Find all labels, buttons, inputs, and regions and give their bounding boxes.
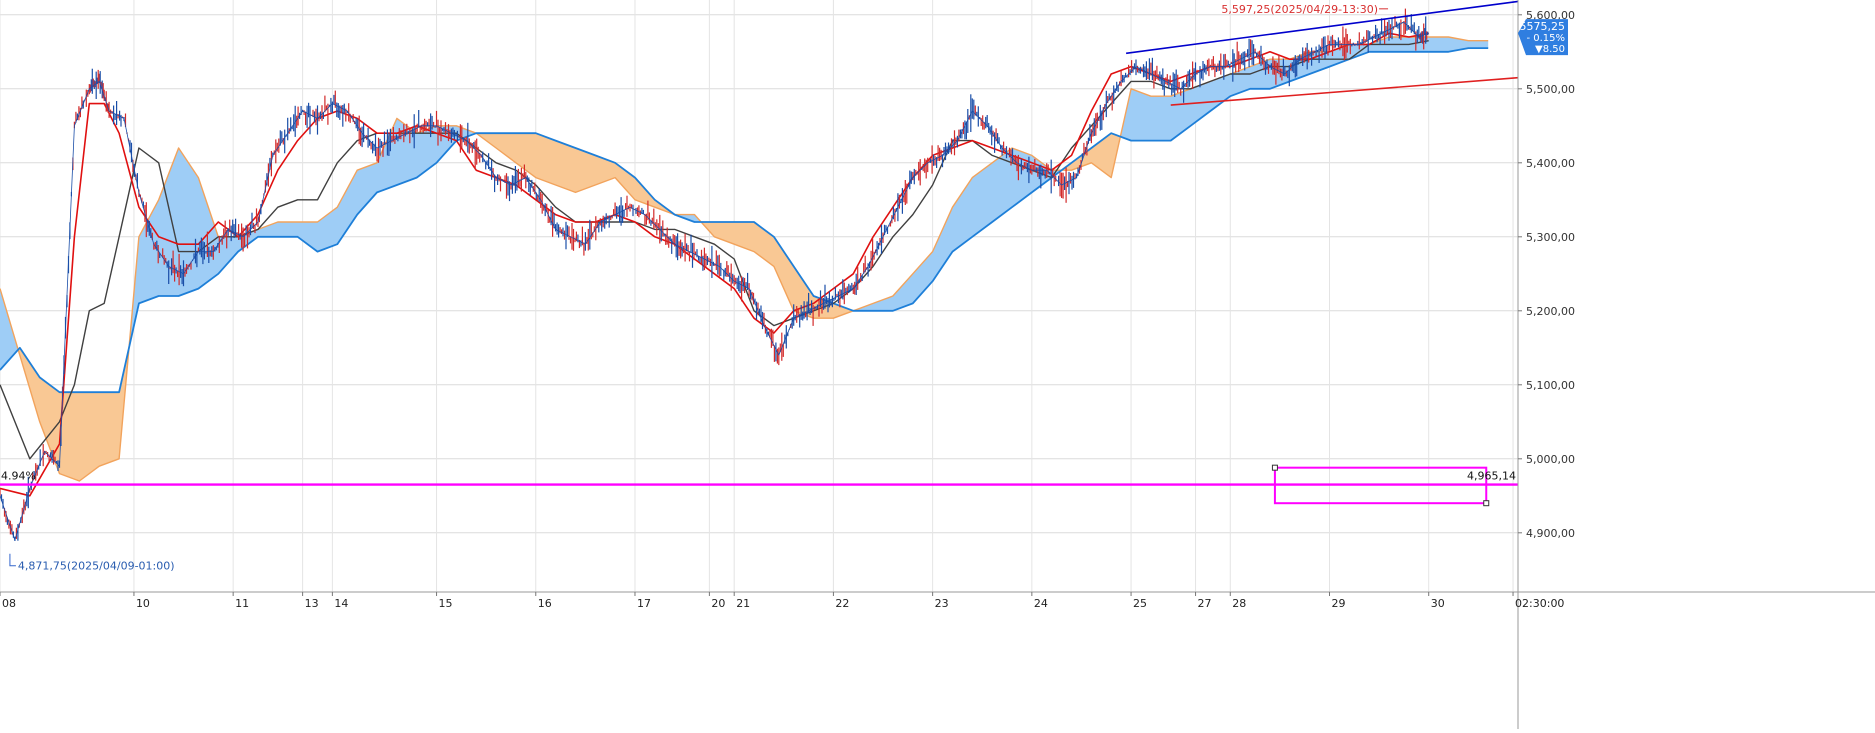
x-tick-label-2: 11 [235,597,249,610]
x-tick-label-14: 27 [1198,597,1212,610]
x-tick-label-8: 20 [711,597,725,610]
hline-right-label: 4,965,14 [1467,470,1516,483]
last-price-change-pct: - 0.15% [1526,33,1565,44]
high-annotation: 5,597,25(2025/04/29-13:30) [1221,3,1378,16]
x-tick-label-11: 23 [935,597,949,610]
x-tick-label-6: 16 [538,597,552,610]
y-tick-label-5: 5,100,00 [1526,379,1575,392]
x-tick-label-10: 22 [835,597,849,610]
y-tick-label-3: 5,300,00 [1526,231,1575,244]
cloud-segment-0 [0,288,18,370]
price-line [0,21,1429,541]
cloud-segment-7 [1061,133,1122,178]
price-series [0,8,1429,541]
hline-left-label: 4.94% [1,470,36,483]
annotations: 5575,25- 0.15%▼8.50 5,597,25(2025/04/29-1… [1,3,1568,573]
last-price-change: ▼8.50 [1535,44,1565,55]
grid [0,0,1518,592]
x-tick-label-4: 14 [334,597,348,610]
x-tick-label-3: 13 [305,597,319,610]
trendline-upper [1125,0,1519,55]
box-handle-top-left [1271,464,1278,471]
cloud-segment-3 [476,133,675,215]
senkou_a-line [0,47,1489,394]
box-handle-bottom-right [1483,500,1490,507]
selection-box [1273,466,1488,505]
y-tick-label-6: 5,000,00 [1526,453,1575,466]
last-price-badge: 5575,25- 0.15%▼8.50 [1518,19,1568,56]
x-tick-label-0: 08 [2,597,16,610]
x-tick-label-5: 15 [439,597,453,610]
cloud-segment-2 [129,118,477,348]
low-annotation: 4,871,75(2025/04/09-01:00) [18,560,175,573]
kumo-cloud [0,37,1489,481]
x-tick-label-12: 24 [1034,597,1048,610]
low-annotation-leader [9,553,16,567]
y-tick-label-7: 4,900,00 [1526,527,1575,540]
x-tick-label-18: 02:30:00 [1515,597,1564,610]
y-tick-label-4: 5,200,00 [1526,305,1575,318]
last-price-badge-bg [1518,19,1568,56]
y-tick-label-1: 5,500,00 [1526,83,1575,96]
cloud-segment-1 [17,347,129,481]
x-tick-label-9: 21 [736,597,750,610]
last-price-value: 5575,25 [1520,20,1566,33]
trendline-lower [1170,76,1519,106]
x-tick-label-13: 25 [1133,597,1147,610]
y-tick-label-2: 5,400,00 [1526,157,1575,170]
x-tick-label-7: 17 [637,597,651,610]
x-tick-label-16: 29 [1331,597,1345,610]
cloud-segment-6 [853,148,1062,311]
x-tick-label-17: 30 [1431,597,1445,610]
drawing-overlay [0,0,1519,507]
x-tick-label-1: 10 [136,597,150,610]
y-tick-label-0: 5,600,00 [1526,9,1575,22]
x-tick-label-15: 28 [1232,597,1246,610]
